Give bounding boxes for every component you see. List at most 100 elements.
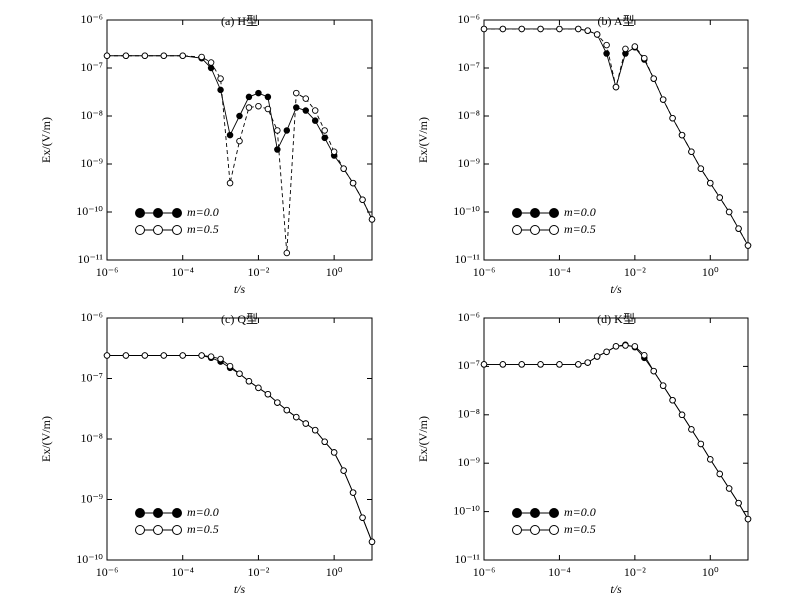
data-point: [725, 485, 733, 492]
data-point: [283, 127, 291, 134]
data-point: [688, 426, 695, 433]
data-point: [744, 515, 752, 523]
data-point: [255, 89, 262, 97]
legend-marker: [549, 508, 559, 518]
data-point: [340, 165, 347, 172]
series-line: [484, 344, 749, 520]
y-tick-label: 10⁻⁹: [457, 156, 480, 170]
data-point: [518, 361, 525, 368]
plot-frame: [106, 19, 373, 261]
x-axis-label: t/s: [610, 582, 622, 596]
y-tick-label: 10⁻¹⁰: [453, 204, 480, 218]
data-point: [584, 359, 591, 366]
legend-marker: [530, 208, 540, 218]
data-point: [226, 179, 234, 187]
y-tick-label: 10⁻¹¹: [454, 552, 480, 566]
data-point: [603, 41, 610, 49]
data-point: [359, 196, 366, 203]
data-point: [716, 470, 723, 478]
x-tick-label: 10⁰: [702, 265, 719, 279]
data-point: [368, 216, 376, 223]
data-point: [340, 467, 347, 474]
data-point: [255, 102, 262, 110]
x-tick-label: 10⁻⁶: [473, 265, 496, 279]
data-point: [217, 75, 224, 82]
data-point: [293, 104, 300, 111]
y-tick-label: 10⁻¹⁰: [76, 204, 103, 218]
data-point: [274, 399, 281, 406]
data-point: [584, 27, 591, 34]
legend-marker: [530, 508, 540, 518]
data-point: [735, 499, 742, 507]
data-point: [198, 352, 205, 359]
chart-title: (b) A型: [598, 14, 635, 28]
series-line: [107, 355, 373, 542]
data-point: [612, 343, 620, 350]
series-line: [107, 355, 373, 542]
y-tick-label: 10⁻⁸: [80, 431, 103, 445]
legend-marker: [172, 525, 182, 535]
data-point: [669, 114, 676, 122]
data-point: [198, 53, 205, 61]
data-point: [659, 96, 667, 103]
legend-marker: [153, 208, 163, 218]
chart-title: (d) K型: [597, 312, 635, 326]
data-point: [641, 351, 648, 359]
data-point: [141, 352, 149, 359]
y-tick-label: 10⁻⁷: [80, 60, 103, 74]
x-tick-label: 10⁰: [702, 565, 719, 579]
series-line: [107, 55, 373, 220]
data-point: [697, 440, 705, 448]
data-point: [575, 361, 582, 368]
y-tick-label: 10⁻¹¹: [454, 252, 480, 266]
legend-label: m=0.5: [564, 222, 596, 236]
data-point: [707, 179, 714, 187]
data-point: [207, 64, 215, 72]
x-tick-label: 10⁻²: [624, 265, 646, 279]
y-tick-label: 10⁻⁷: [457, 60, 480, 74]
data-point: [556, 25, 563, 33]
data-point: [669, 396, 676, 404]
data-point: [207, 59, 215, 66]
x-axis-label: t/s: [234, 282, 246, 296]
data-point: [622, 45, 629, 53]
data-point: [302, 420, 310, 427]
data-point: [537, 361, 544, 368]
y-tick-label: 10⁻⁶: [457, 310, 480, 324]
legend-marker: [549, 525, 559, 535]
y-tick-label: 10⁻⁷: [457, 358, 480, 372]
data-point: [575, 25, 582, 33]
data-point: [716, 194, 723, 201]
data-point: [179, 52, 186, 59]
legend-marker: [549, 225, 559, 235]
legend-label: m=0.0: [564, 505, 596, 519]
data-point: [631, 343, 639, 350]
data-point: [707, 456, 714, 463]
data-point: [735, 225, 742, 232]
data-point: [264, 390, 272, 398]
data-point: [293, 413, 300, 421]
chart-title: (c) Q型: [221, 312, 258, 326]
y-tick-label: 10⁻⁹: [457, 455, 480, 469]
data-point: [480, 361, 488, 368]
legend-marker: [512, 225, 522, 235]
data-point: [293, 89, 300, 97]
data-point: [556, 361, 563, 368]
data-point: [480, 25, 488, 33]
data-point: [122, 52, 130, 59]
data-point: [359, 514, 366, 521]
data-point: [725, 208, 733, 216]
legend-label: m=0.0: [187, 505, 219, 519]
data-point: [274, 127, 281, 134]
data-point: [236, 370, 243, 377]
data-point: [302, 95, 310, 102]
data-point: [236, 137, 243, 145]
data-point: [744, 242, 752, 249]
legend-label: m=0.5: [564, 522, 596, 536]
data-point: [349, 489, 357, 496]
y-tick-label: 10⁻¹⁰: [453, 503, 480, 517]
x-tick-label: 10⁻²: [247, 565, 269, 579]
data-point: [650, 367, 657, 375]
data-point: [349, 179, 357, 187]
